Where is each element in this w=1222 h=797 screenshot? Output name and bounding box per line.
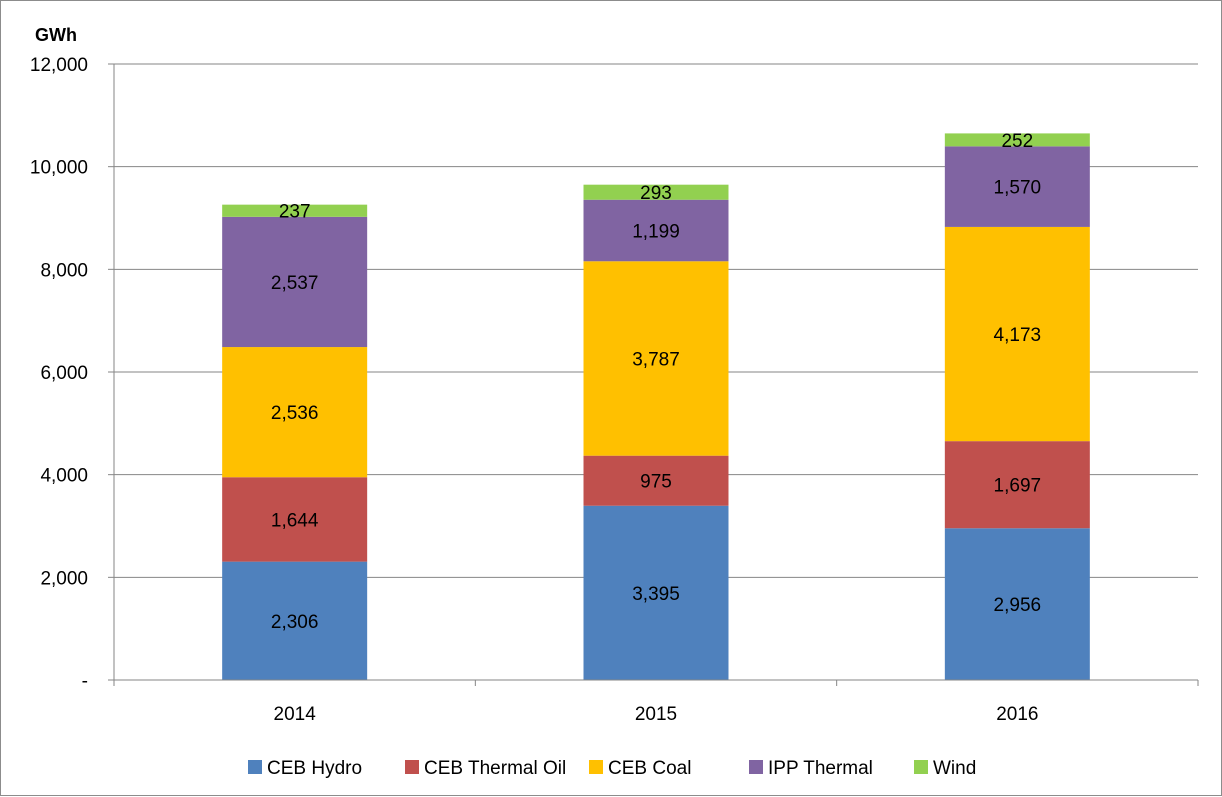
legend-label: CEB Hydro [267,758,362,779]
bar-segment-ceb-coal-2014 [222,347,368,478]
y-tick-label: 2,000 [40,568,88,589]
legend-swatch-ceb-thermal-oil [405,760,419,774]
data-label: 1,644 [271,510,319,531]
bar-segment-wind-2014 [222,204,368,217]
bar-segment-ceb-hydro-2016 [944,528,1090,680]
data-label: 3,395 [632,584,680,605]
x-tick-label: 2016 [996,704,1038,725]
y-tick-label: - [82,671,88,692]
bar-segment-ceb-thermal-oil-2015 [583,455,729,506]
y-unit-label: GWh [35,25,77,45]
bar-segment-ipp-thermal-2015 [583,199,729,262]
data-label: 3,787 [632,349,680,370]
bar-segment-wind-2015 [583,184,729,200]
data-label: 293 [640,183,672,204]
y-tick-label: 8,000 [40,260,88,281]
bar-segment-ceb-hydro-2015 [583,505,729,680]
bar-segment-ceb-hydro-2014 [222,561,368,680]
axes: - 2,000 4,000 6,000 8,000 10,000 12,000 2014 201… [30,55,1199,725]
data-label: 2,537 [271,273,319,294]
x-tick-label: 2015 [635,704,677,725]
legend-label: CEB Thermal Oil [424,758,566,779]
bar-segment-ceb-thermal-oil-2014 [222,477,368,562]
legend-swatch-ceb-coal [589,760,603,774]
data-label: 1,570 [994,178,1042,199]
data-label: 2,306 [271,612,319,633]
bar-segment-ceb-thermal-oil-2016 [944,441,1090,529]
data-label: 1,697 [994,476,1042,497]
data-label: 252 [1001,131,1033,152]
y-tick-label: 12,000 [30,55,88,76]
legend: CEB Hydro CEB Thermal Oil CEB Coal IPP Ther… [248,758,976,779]
bar-segment-ceb-coal-2015 [583,261,729,456]
y-tick-label: 6,000 [40,363,88,384]
data-label: 2,956 [994,595,1042,616]
bar-segment-ipp-thermal-2014 [222,216,368,348]
legend-swatch-ceb-hydro [248,760,262,774]
legend-swatch-ipp-thermal [749,760,763,774]
y-tick-label: 4,000 [40,466,88,487]
data-label: 237 [279,202,311,223]
legend-label: Wind [933,758,976,779]
y-tick-label: 10,000 [30,158,88,179]
data-label: 1,199 [632,221,680,242]
bar-segment-ipp-thermal-2016 [944,146,1090,227]
legend-label: CEB Coal [608,758,691,779]
bar-segment-wind-2016 [944,133,1090,147]
data-labels: 2,306 1,644 2,536 2,537 237 3,395 975 3,787 1,19… [271,131,1041,633]
data-label: 975 [640,472,672,493]
data-label: 4,173 [994,325,1042,346]
legend-label: IPP Thermal [768,758,873,779]
bar-segment-ceb-coal-2016 [944,226,1090,442]
legend-swatch-wind [914,760,928,774]
bars [222,133,1090,680]
x-tick-label: 2014 [274,704,317,725]
data-label: 2,536 [271,403,319,424]
